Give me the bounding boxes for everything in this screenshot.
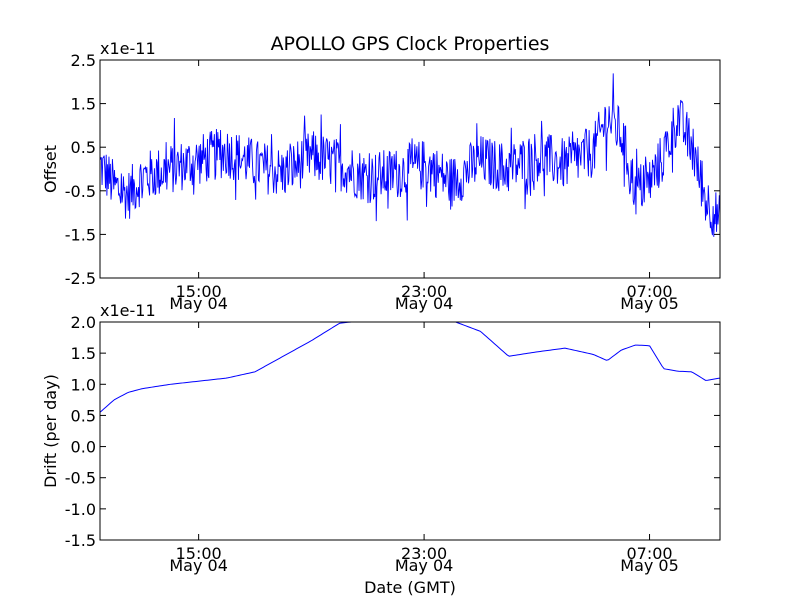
drift-axes-frame (99, 321, 721, 541)
drift-ytick-label: -0.5 (65, 469, 96, 488)
drift-ytick-label: 1.5 (71, 344, 96, 363)
offset-ytick-label: 2.5 (71, 51, 96, 70)
chart-title: APOLLO GPS Clock Properties (271, 33, 550, 55)
offset-ytick-label: 0.5 (71, 138, 96, 157)
offset-ytick-label: 1.5 (71, 95, 96, 114)
offset-ytick-label: -1.5 (65, 225, 96, 244)
drift-xtick-label-date: May 04 (395, 556, 454, 575)
drift-ytick-label: 0.0 (71, 438, 96, 457)
offset-ytick-label: -0.5 (65, 182, 96, 201)
offset-xtick-label-time: 23:00 (401, 282, 447, 301)
drift-xtick-label-time: 07:00 (626, 544, 672, 563)
offset-ylabel: Offset (41, 145, 60, 193)
offset-ytick-label: -2.5 (65, 269, 96, 288)
offset-series-line (100, 73, 720, 237)
offset-xtick-label-time: 07:00 (626, 282, 672, 301)
drift-ytick-label: 1.0 (71, 375, 96, 394)
offset-xtick-label-date: May 05 (620, 294, 679, 313)
drift-xtick-label-time: 23:00 (401, 544, 447, 563)
drift-series-line (100, 322, 720, 413)
offset-scale-label: x1e-11 (100, 39, 156, 58)
drift-ytick-label: -1.0 (65, 500, 96, 519)
drift-xtick-label-time: 15:00 (176, 544, 222, 563)
drift-xtick-label-date: May 04 (169, 556, 228, 575)
offset-xtick-label-date: May 04 (395, 294, 454, 313)
drift-ytick-label: -1.5 (65, 531, 96, 550)
drift-scale-label: x1e-11 (100, 301, 156, 320)
drift-xlabel: Date (GMT) (364, 578, 456, 597)
drift-ytick-label: 0.5 (71, 406, 96, 425)
drift-ytick-label: 2.0 (71, 313, 96, 332)
offset-xtick-label-date: May 04 (169, 294, 228, 313)
offset-xtick-label-time: 15:00 (176, 282, 222, 301)
drift-ylabel: Drift (per day) (41, 374, 60, 488)
offset-axes-frame (99, 59, 721, 279)
drift-xtick-label-date: May 05 (620, 556, 679, 575)
